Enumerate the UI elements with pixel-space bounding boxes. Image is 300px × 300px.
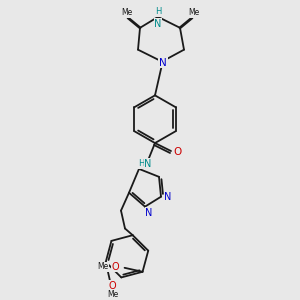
Text: Me: Me xyxy=(107,290,118,299)
Text: N: N xyxy=(159,58,167,68)
Text: N: N xyxy=(154,19,162,29)
Text: Me: Me xyxy=(122,8,133,17)
Text: O: O xyxy=(174,147,182,157)
Text: O: O xyxy=(112,262,120,272)
Text: H: H xyxy=(138,159,144,168)
Text: O: O xyxy=(109,281,117,291)
Text: Me: Me xyxy=(188,8,200,17)
Text: N: N xyxy=(164,192,172,202)
Text: Me: Me xyxy=(97,262,109,271)
Text: N: N xyxy=(145,208,153,218)
Text: N: N xyxy=(144,159,152,169)
Text: H: H xyxy=(155,7,161,16)
